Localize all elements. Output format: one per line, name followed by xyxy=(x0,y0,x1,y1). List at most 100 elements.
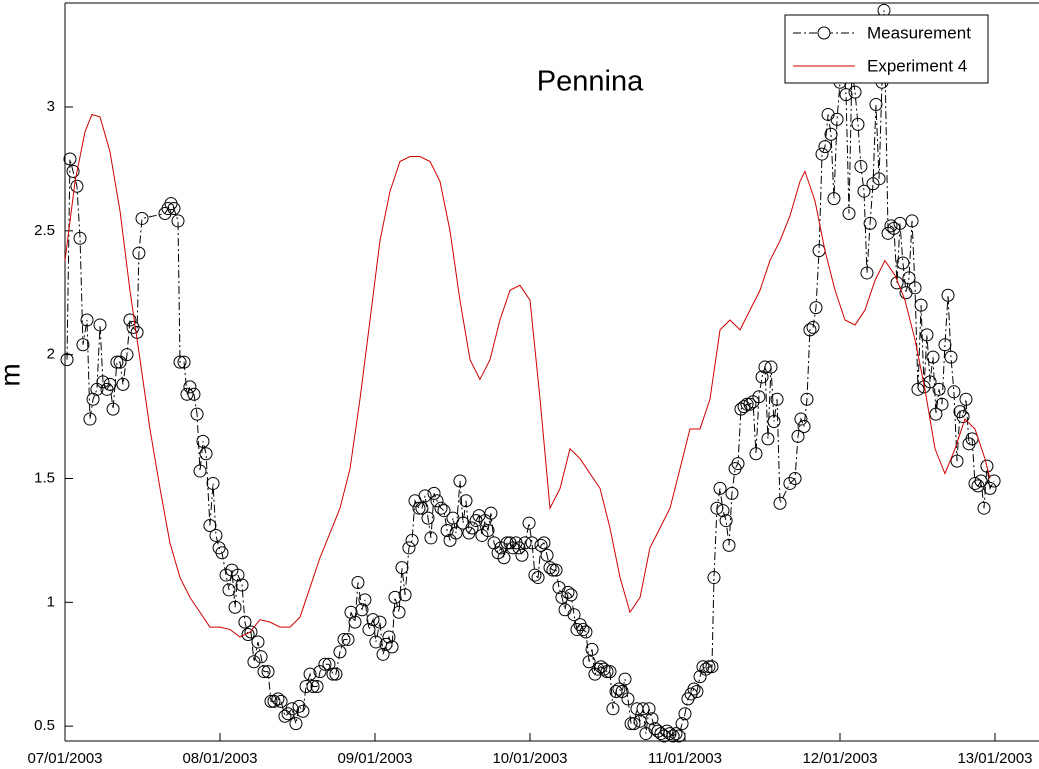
data-point xyxy=(860,266,874,280)
data-point xyxy=(63,152,77,166)
x-tick-label: 07/01/2003 xyxy=(27,750,102,767)
data-point xyxy=(395,561,409,575)
data-point xyxy=(484,506,498,520)
data-point xyxy=(267,694,281,708)
data-point xyxy=(366,613,380,627)
data-point xyxy=(518,536,532,550)
data-point xyxy=(549,563,563,577)
data-point xyxy=(896,256,910,270)
data-point xyxy=(337,632,351,646)
data-point xyxy=(183,380,197,394)
data-point xyxy=(713,481,727,495)
data-point xyxy=(310,680,324,694)
data-point xyxy=(705,660,719,674)
data-point xyxy=(106,402,120,416)
data-point xyxy=(848,85,862,99)
data-point xyxy=(180,387,194,401)
series-line xyxy=(64,113,991,638)
data-point xyxy=(459,494,473,508)
data-point xyxy=(303,667,317,681)
data-point xyxy=(944,350,958,364)
data-point xyxy=(333,645,347,659)
data-point xyxy=(481,523,495,537)
data-point xyxy=(654,727,668,741)
data-point xyxy=(132,246,146,260)
y-tick-label: 1.5 xyxy=(34,469,55,486)
y-axis-label: m xyxy=(0,363,25,386)
x-tick-label: 13/01/2003 xyxy=(957,750,1032,767)
data-point xyxy=(257,665,271,679)
data-point xyxy=(76,338,90,352)
data-point xyxy=(749,447,763,461)
data-point xyxy=(947,385,961,399)
data-point xyxy=(959,392,973,406)
data-point xyxy=(696,660,710,674)
data-point xyxy=(522,516,536,530)
data-point xyxy=(203,519,217,533)
data-point xyxy=(663,727,677,741)
data-point xyxy=(707,571,721,585)
data-point xyxy=(890,276,904,290)
data-point xyxy=(196,434,210,448)
data-point xyxy=(920,328,934,342)
data-point xyxy=(113,355,127,369)
data-point xyxy=(902,271,916,285)
data-point xyxy=(440,523,454,537)
data-point xyxy=(412,501,426,515)
data-point xyxy=(761,432,775,446)
data-point xyxy=(326,667,340,681)
data-point xyxy=(453,474,467,488)
data-point xyxy=(430,494,444,508)
data-point xyxy=(515,548,529,562)
data-point xyxy=(199,447,213,461)
data-point xyxy=(103,377,117,391)
data-point xyxy=(585,642,599,656)
data-point xyxy=(950,454,964,468)
data-point xyxy=(932,382,946,396)
data-point xyxy=(358,593,372,607)
data-point xyxy=(830,112,844,126)
data-point xyxy=(710,501,724,515)
data-point xyxy=(392,605,406,619)
data-point xyxy=(687,682,701,696)
data-point xyxy=(531,571,545,585)
x-tick-label: 10/01/2003 xyxy=(492,750,567,767)
data-point xyxy=(627,717,641,731)
data-point xyxy=(497,551,511,565)
data-point xyxy=(388,590,402,604)
data-point xyxy=(809,301,823,315)
legend-label: Experiment 4 xyxy=(867,56,967,75)
data-point xyxy=(382,630,396,644)
data-point xyxy=(851,117,865,131)
data-point xyxy=(938,338,952,352)
x-tick-label: 09/01/2003 xyxy=(337,750,412,767)
data-point xyxy=(582,655,596,669)
data-point xyxy=(465,521,479,535)
data-point xyxy=(603,665,617,679)
data-point xyxy=(576,623,590,637)
data-point xyxy=(296,704,310,718)
data-point xyxy=(540,548,554,562)
data-point xyxy=(636,702,650,716)
data-point xyxy=(193,464,207,478)
data-point xyxy=(373,615,387,629)
data-point xyxy=(800,392,814,406)
data-point xyxy=(923,375,937,389)
data-point xyxy=(797,419,811,433)
data-point xyxy=(743,397,757,411)
data-point xyxy=(177,355,191,369)
data-point xyxy=(600,665,614,679)
data-point xyxy=(285,702,299,716)
series-line xyxy=(66,10,995,737)
data-point xyxy=(558,603,572,617)
data-point xyxy=(818,140,832,154)
data-point xyxy=(215,546,229,560)
data-point xyxy=(418,489,432,503)
data-point xyxy=(956,410,970,424)
data-point xyxy=(564,588,578,602)
data-point xyxy=(405,533,419,547)
data-point xyxy=(281,707,295,721)
data-point xyxy=(731,457,745,471)
data-point xyxy=(379,637,393,651)
